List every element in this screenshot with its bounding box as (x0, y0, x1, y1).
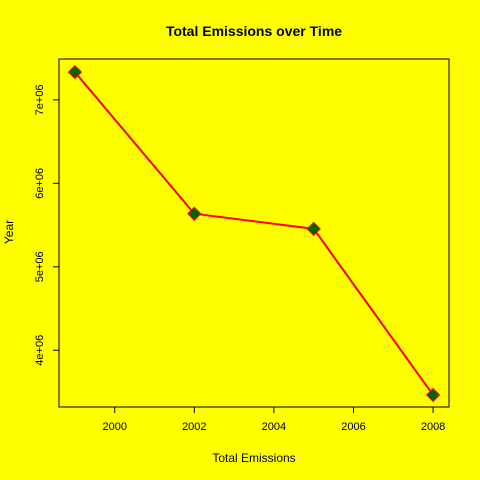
series-line (74, 71, 434, 396)
y-tick-label: 6e+06 (34, 168, 46, 199)
data-point-marker (425, 387, 441, 403)
data-point-marker (306, 221, 321, 237)
y-tick-label: 7e+06 (34, 84, 46, 115)
x-tick-label: 2002 (182, 421, 206, 433)
x-tick-label: 2004 (262, 421, 286, 433)
y-tick-label: 5e+06 (34, 251, 46, 282)
x-tick-label: 2000 (102, 421, 126, 433)
x-tick-label: 2008 (421, 421, 445, 433)
data-point-marker (67, 64, 83, 80)
series-layer (67, 64, 441, 403)
x-tick-label: 2006 (341, 421, 365, 433)
data-point-marker (187, 206, 202, 221)
x-axis: 2000 2002 2004 2006 2008 (102, 407, 445, 433)
y-axis: 4e+06 5e+06 6e+06 7e+06 (34, 84, 59, 366)
plot-frame (58, 58, 450, 408)
chart-title: Total Emissions over Time (166, 23, 342, 39)
y-tick-label: 4e+06 (34, 335, 46, 366)
y-axis-label: Year (2, 220, 16, 244)
x-axis-label: Total Emissions (212, 451, 295, 465)
